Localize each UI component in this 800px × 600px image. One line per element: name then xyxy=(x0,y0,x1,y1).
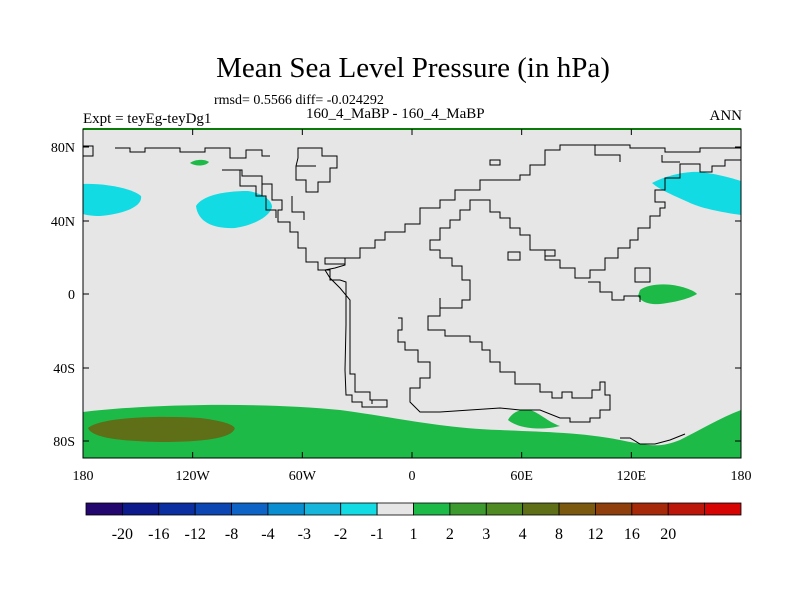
positive-anomaly-blob-antarctic xyxy=(508,409,560,429)
colorbar-label: 4 xyxy=(519,526,527,543)
coastline-continent-a xyxy=(222,169,468,408)
colorbar-swatch xyxy=(267,502,305,516)
colorbar-label: -12 xyxy=(185,526,206,543)
coastline-continent-b xyxy=(397,144,741,423)
colorbar-swatch xyxy=(340,502,378,516)
colorbar-swatch xyxy=(121,502,160,516)
coastline-small-island-2 xyxy=(507,251,521,261)
colorbar-label: -20 xyxy=(112,526,133,543)
lat-tick-label: 40N xyxy=(51,215,75,230)
colorbar-swatch xyxy=(194,502,232,516)
colorbar-label: -2 xyxy=(334,526,347,543)
positive-anomaly-blob-arctic xyxy=(190,159,209,166)
colorbar-swatch xyxy=(158,502,196,516)
plot-title: Mean Sea Level Pressure (in hPa) xyxy=(216,52,610,84)
colorbar-swatch xyxy=(631,502,669,516)
colorbar-label: -1 xyxy=(370,526,383,543)
coastline-inner-landmass xyxy=(295,147,338,193)
map-background xyxy=(83,129,741,458)
strong-positive-anomaly-region xyxy=(88,416,235,442)
colorbar-label: -8 xyxy=(225,526,238,543)
colorbar-label: -16 xyxy=(148,526,169,543)
negative-anomaly-blob-east xyxy=(652,171,741,215)
colorbar-label: 1 xyxy=(410,526,418,543)
colorbar-swatch xyxy=(522,502,560,516)
coastline-island-east xyxy=(634,267,651,283)
colorbar-label: 8 xyxy=(555,526,563,543)
coastlines xyxy=(83,144,741,445)
lon-tick-label: 60E xyxy=(510,469,533,484)
lon-tick-label: 120E xyxy=(617,469,647,484)
colorbar: -20 -16 -12 -8 -4 -3 -2 -1 1 2 3 4 8 12 16 20 xyxy=(85,502,742,543)
coastline-pacific-island xyxy=(489,159,501,166)
coastline-small-island-1 xyxy=(324,257,346,265)
coastline-antarctic xyxy=(371,298,686,445)
lat-tick-label: 0 xyxy=(68,288,75,303)
negative-anomaly-blob-west xyxy=(83,183,142,216)
season-label: ANN xyxy=(709,108,743,124)
southern-positive-anomaly-region xyxy=(83,404,741,458)
coastline-arctic-island xyxy=(83,145,94,157)
lat-tick-label: 40S xyxy=(53,362,75,377)
colorbar-swatch xyxy=(376,502,414,516)
lat-tick-label: 80S xyxy=(53,435,75,450)
colorbar-swatch xyxy=(558,502,596,516)
colorbar-swatch xyxy=(449,502,487,516)
lon-tick-label: 60W xyxy=(289,469,317,484)
map-axes: 80N 40N 0 40S 80S 180 120W 60W 0 60E 120E 180 xyxy=(51,129,752,484)
colorbar-swatch xyxy=(595,502,633,516)
colorbar-swatch xyxy=(413,502,451,516)
colorbar-label: -3 xyxy=(298,526,311,543)
coastline-small-island-3 xyxy=(544,249,556,257)
colorbar-label: 12 xyxy=(587,526,603,543)
colorbar-swatch xyxy=(85,502,123,516)
experiment-label: Expt = teyEg-teyDg1 xyxy=(83,111,212,127)
colorbar-label: 2 xyxy=(446,526,454,543)
colorbar-swatch xyxy=(704,502,742,516)
coastline-arctic-east xyxy=(594,145,680,163)
rmsd-diff-stats: rmsd= 0.5566 diff= -0.024292 xyxy=(214,93,384,108)
negative-anomaly-blob-north-pacific xyxy=(196,191,272,229)
coastline-island-chain xyxy=(588,281,641,302)
colorbar-swatch xyxy=(303,502,342,516)
colorbar-swatch xyxy=(667,502,706,516)
lon-tick-label: 120W xyxy=(176,469,211,484)
colorbar-label: 3 xyxy=(482,526,490,543)
colorbar-label: 20 xyxy=(660,526,676,543)
coastline-northern-coast xyxy=(115,147,270,159)
positive-anomaly-blob-pacific xyxy=(638,284,697,305)
lon-tick-label: 180 xyxy=(73,469,94,484)
colorbar-swatch xyxy=(231,502,269,516)
lon-tick-label: 0 xyxy=(409,469,416,484)
period-label: 160_4_MaBP - 160_4_MaBP xyxy=(306,106,485,122)
colorbar-label: 16 xyxy=(624,526,640,543)
lat-tick-label: 80N xyxy=(51,141,75,156)
colorbar-swatch xyxy=(485,502,524,516)
lon-tick-label: 180 xyxy=(731,469,752,484)
colorbar-label: -4 xyxy=(261,526,274,543)
coastline-ridge-north xyxy=(239,165,316,220)
